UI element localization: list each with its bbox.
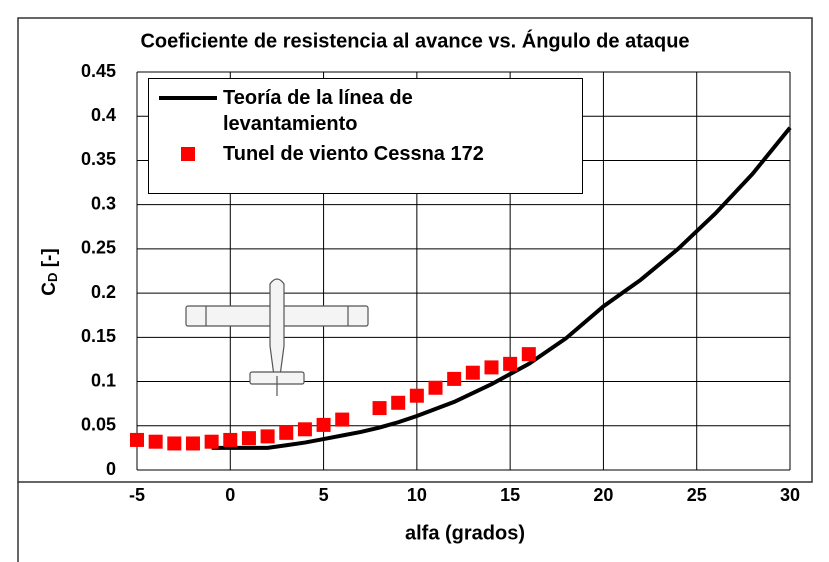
x-tick-label: 15 [500, 485, 520, 505]
data-point [373, 401, 387, 415]
data-point [298, 422, 312, 436]
data-point [317, 418, 331, 432]
x-tick-label: 10 [407, 485, 427, 505]
data-point [186, 436, 200, 450]
legend: Teoría de la línea de levantamiento Tunel… [148, 78, 583, 194]
data-point [391, 396, 405, 410]
legend-entry: Teoría de la línea de levantamiento [157, 85, 487, 137]
x-tick-label: 5 [319, 485, 329, 505]
data-point [279, 426, 293, 440]
page: Coeficiente de resistencia al avance vs.… [0, 0, 829, 562]
data-point [447, 372, 461, 386]
y-axis-label: CD [-] [39, 248, 60, 295]
x-tick-label: 30 [780, 485, 800, 505]
y-tick-label: 0.2 [91, 282, 116, 302]
y-tick-label: 0.45 [81, 61, 116, 81]
y-tick-label: 0.3 [91, 193, 116, 213]
data-point [484, 360, 498, 374]
legend-label: Teoría de la línea de levantamiento [223, 85, 487, 137]
y-tick-label: 0.4 [91, 105, 116, 125]
data-point [205, 435, 219, 449]
data-point [429, 381, 443, 395]
data-point [167, 436, 181, 450]
legend-swatch [157, 85, 219, 111]
x-tick-label: 0 [225, 485, 235, 505]
data-point [503, 357, 517, 371]
legend-label: Tunel de viento Cessna 172 [223, 141, 484, 167]
y-tick-label: 0 [106, 459, 116, 479]
x-tick-label: -5 [129, 485, 145, 505]
data-point [466, 366, 480, 380]
y-tick-label: 0.25 [81, 238, 116, 258]
y-label-sub: D [45, 273, 60, 282]
y-tick-label: 0.35 [81, 149, 116, 169]
y-tick-label: 0.15 [81, 326, 116, 346]
data-point [149, 435, 163, 449]
chart-title: Coeficiente de resistencia al avance vs.… [140, 29, 689, 52]
data-point [130, 433, 144, 447]
legend-swatch [157, 141, 219, 167]
x-tick-label: 25 [687, 485, 707, 505]
x-tick-label: 20 [593, 485, 613, 505]
data-point [522, 347, 536, 361]
x-axis-label: alfa (grados) [405, 522, 525, 544]
y-tick-label: 0.1 [91, 370, 116, 390]
legend-entry: Tunel de viento Cessna 172 [157, 141, 574, 167]
data-point [223, 433, 237, 447]
y-label-main: C [39, 282, 60, 296]
data-point [410, 389, 424, 403]
data-point [261, 429, 275, 443]
data-point [335, 413, 349, 427]
y-label-suffix: [-] [39, 248, 60, 272]
y-tick-label: 0.05 [81, 415, 116, 435]
data-point [242, 431, 256, 445]
